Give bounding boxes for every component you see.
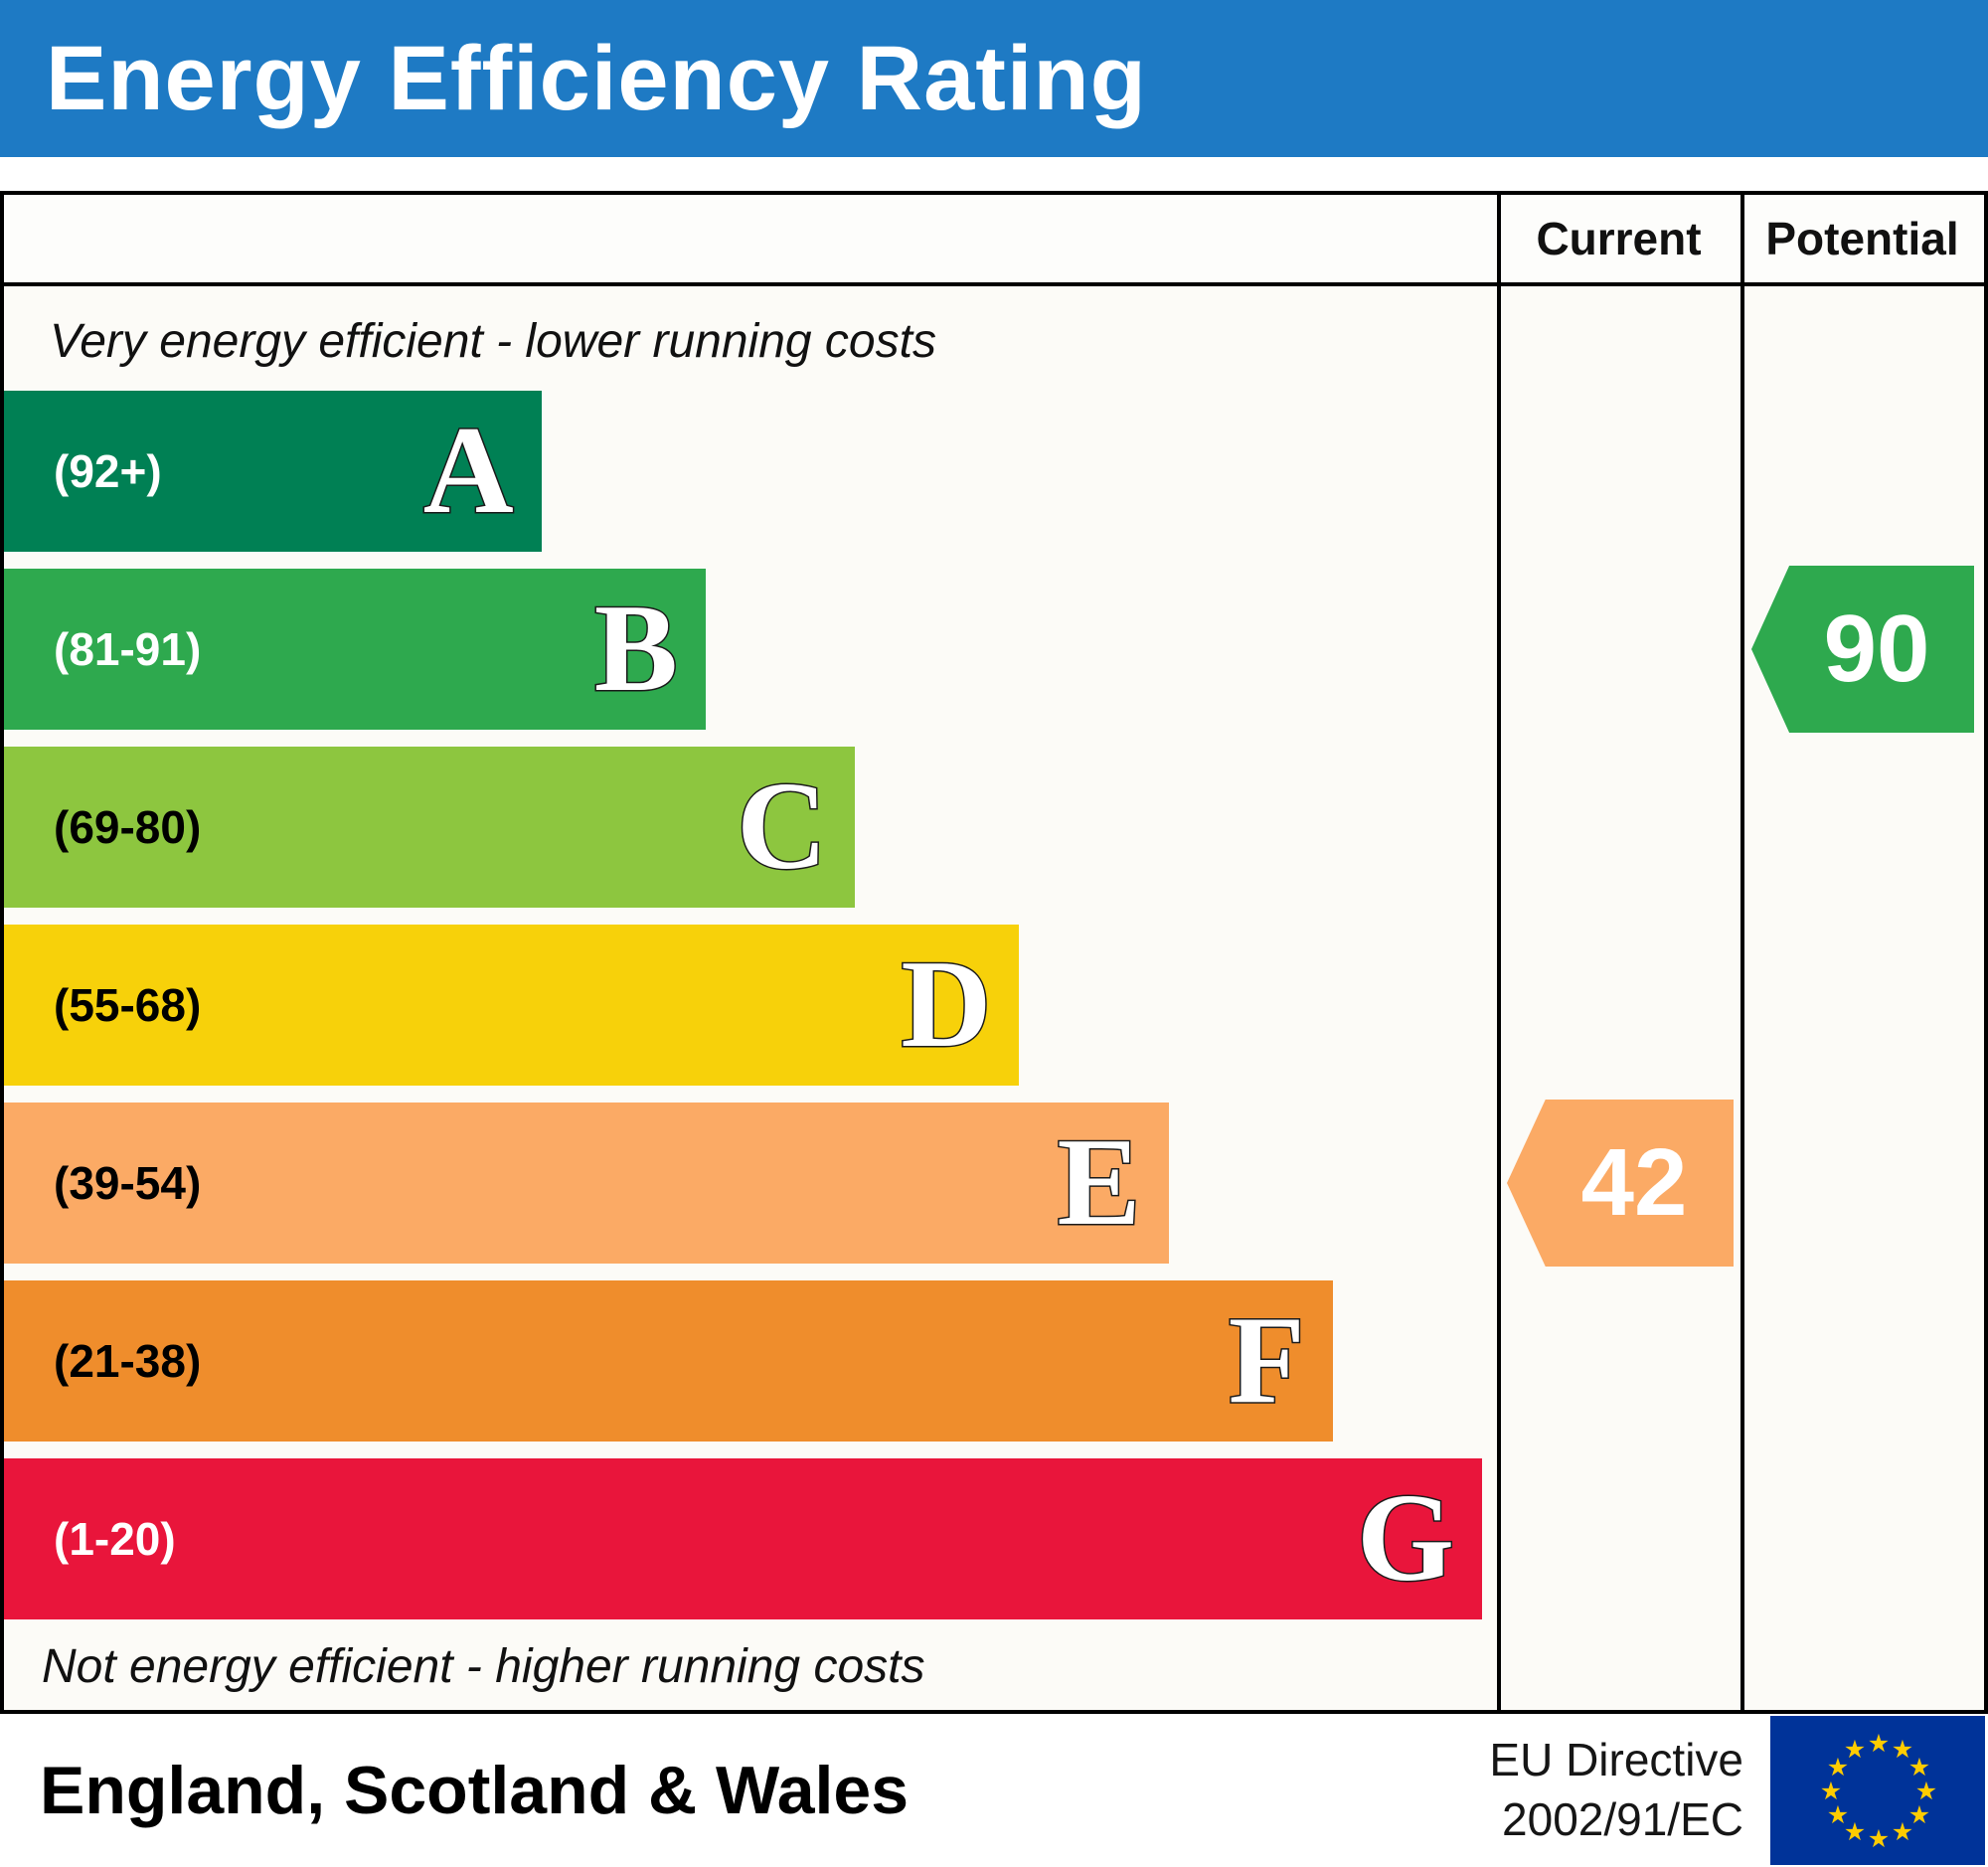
band-letter: B [592, 580, 679, 718]
band-range-label: (69-80) [54, 801, 202, 853]
band-letter: C [736, 758, 829, 896]
title-bar: Energy Efficiency Rating [0, 0, 1988, 157]
band-bar-c: (69-80) C [4, 747, 856, 908]
eu-directive-line1: EU Directive [1489, 1734, 1743, 1786]
band-row-g: (1-20) G [4, 1458, 1497, 1619]
svg-text:★: ★ [1908, 1753, 1930, 1782]
svg-text:★: ★ [1868, 1729, 1890, 1758]
top-note: Very energy efficient - lower running co… [50, 315, 936, 368]
eu-directive-label: EU Directive 2002/91/EC [1489, 1731, 1743, 1850]
band-row-f: (21-38) F [4, 1280, 1497, 1442]
band-bar-b: (81-91) B [4, 569, 706, 730]
current-column-header: Current [1536, 213, 1702, 264]
band-range-label: (55-68) [54, 979, 202, 1031]
region-label: England, Scotland & Wales [40, 1753, 910, 1828]
table-header-row: Current Potential [4, 195, 1984, 286]
band-row-a: (92+) A [4, 391, 1497, 552]
band-range-label: (21-38) [54, 1335, 202, 1387]
bottom-note: Not energy efficient - higher running co… [42, 1640, 925, 1693]
band-bar-g: (1-20) G [4, 1458, 1482, 1619]
band-row-b: (81-91) B [4, 569, 1497, 730]
eu-directive-line2: 2002/91/EC [1502, 1793, 1743, 1845]
band-row-e: (39-54) E [4, 1103, 1497, 1264]
footer: England, Scotland & Wales EU Directive 2… [0, 1714, 1988, 1867]
band-letter: F [1227, 1291, 1306, 1430]
potential-rating-value: 90 [1823, 595, 1930, 702]
band-bars: (92+) A (81-91) B (69-80) C [4, 391, 1497, 1619]
band-range-label: (39-54) [54, 1157, 202, 1209]
band-range-label: (1-20) [54, 1513, 176, 1565]
svg-text:★: ★ [1868, 1824, 1890, 1853]
band-bar-e: (39-54) E [4, 1103, 1169, 1264]
band-letter: A [421, 402, 515, 540]
current-rating-arrow: 42 [1507, 1100, 1734, 1267]
page-title: Energy Efficiency Rating [46, 27, 1147, 129]
svg-text:★: ★ [1892, 1735, 1913, 1764]
band-range-label: (92+) [54, 445, 162, 497]
band-bar-d: (55-68) D [4, 925, 1020, 1086]
potential-rating-arrow: 90 [1751, 566, 1974, 733]
svg-text:★: ★ [1892, 1817, 1913, 1846]
svg-text:★: ★ [1915, 1777, 1937, 1805]
band-row-c: (69-80) C [4, 747, 1497, 908]
band-range-label: (81-91) [54, 623, 202, 675]
current-column-divider [1497, 195, 1501, 1710]
band-bar-a: (92+) A [4, 391, 542, 552]
svg-text:★: ★ [1844, 1817, 1866, 1846]
potential-column-header: Potential [1765, 213, 1959, 264]
svg-text:★: ★ [1908, 1800, 1930, 1829]
bands-area: Very energy efficient - lower running co… [4, 290, 1497, 1710]
band-letter: D [900, 935, 993, 1074]
band-letter: E [1056, 1113, 1142, 1252]
header-spacer [4, 195, 1497, 282]
potential-column-divider [1740, 195, 1744, 1710]
svg-text:★: ★ [1844, 1735, 1866, 1764]
svg-text:★: ★ [1827, 1800, 1849, 1829]
current-rating-value: 42 [1580, 1129, 1688, 1236]
band-bar-f: (21-38) F [4, 1280, 1333, 1442]
rating-table: Current Potential Very energy efficient … [0, 191, 1988, 1714]
band-row-d: (55-68) D [4, 925, 1497, 1086]
svg-text:★: ★ [1820, 1777, 1842, 1805]
eu-flag-icon: ★ ★ ★ ★ ★ ★ ★ ★ ★ ★ ★ ★ [1770, 1716, 1985, 1865]
band-letter: G [1355, 1469, 1455, 1608]
svg-text:★: ★ [1827, 1753, 1849, 1782]
